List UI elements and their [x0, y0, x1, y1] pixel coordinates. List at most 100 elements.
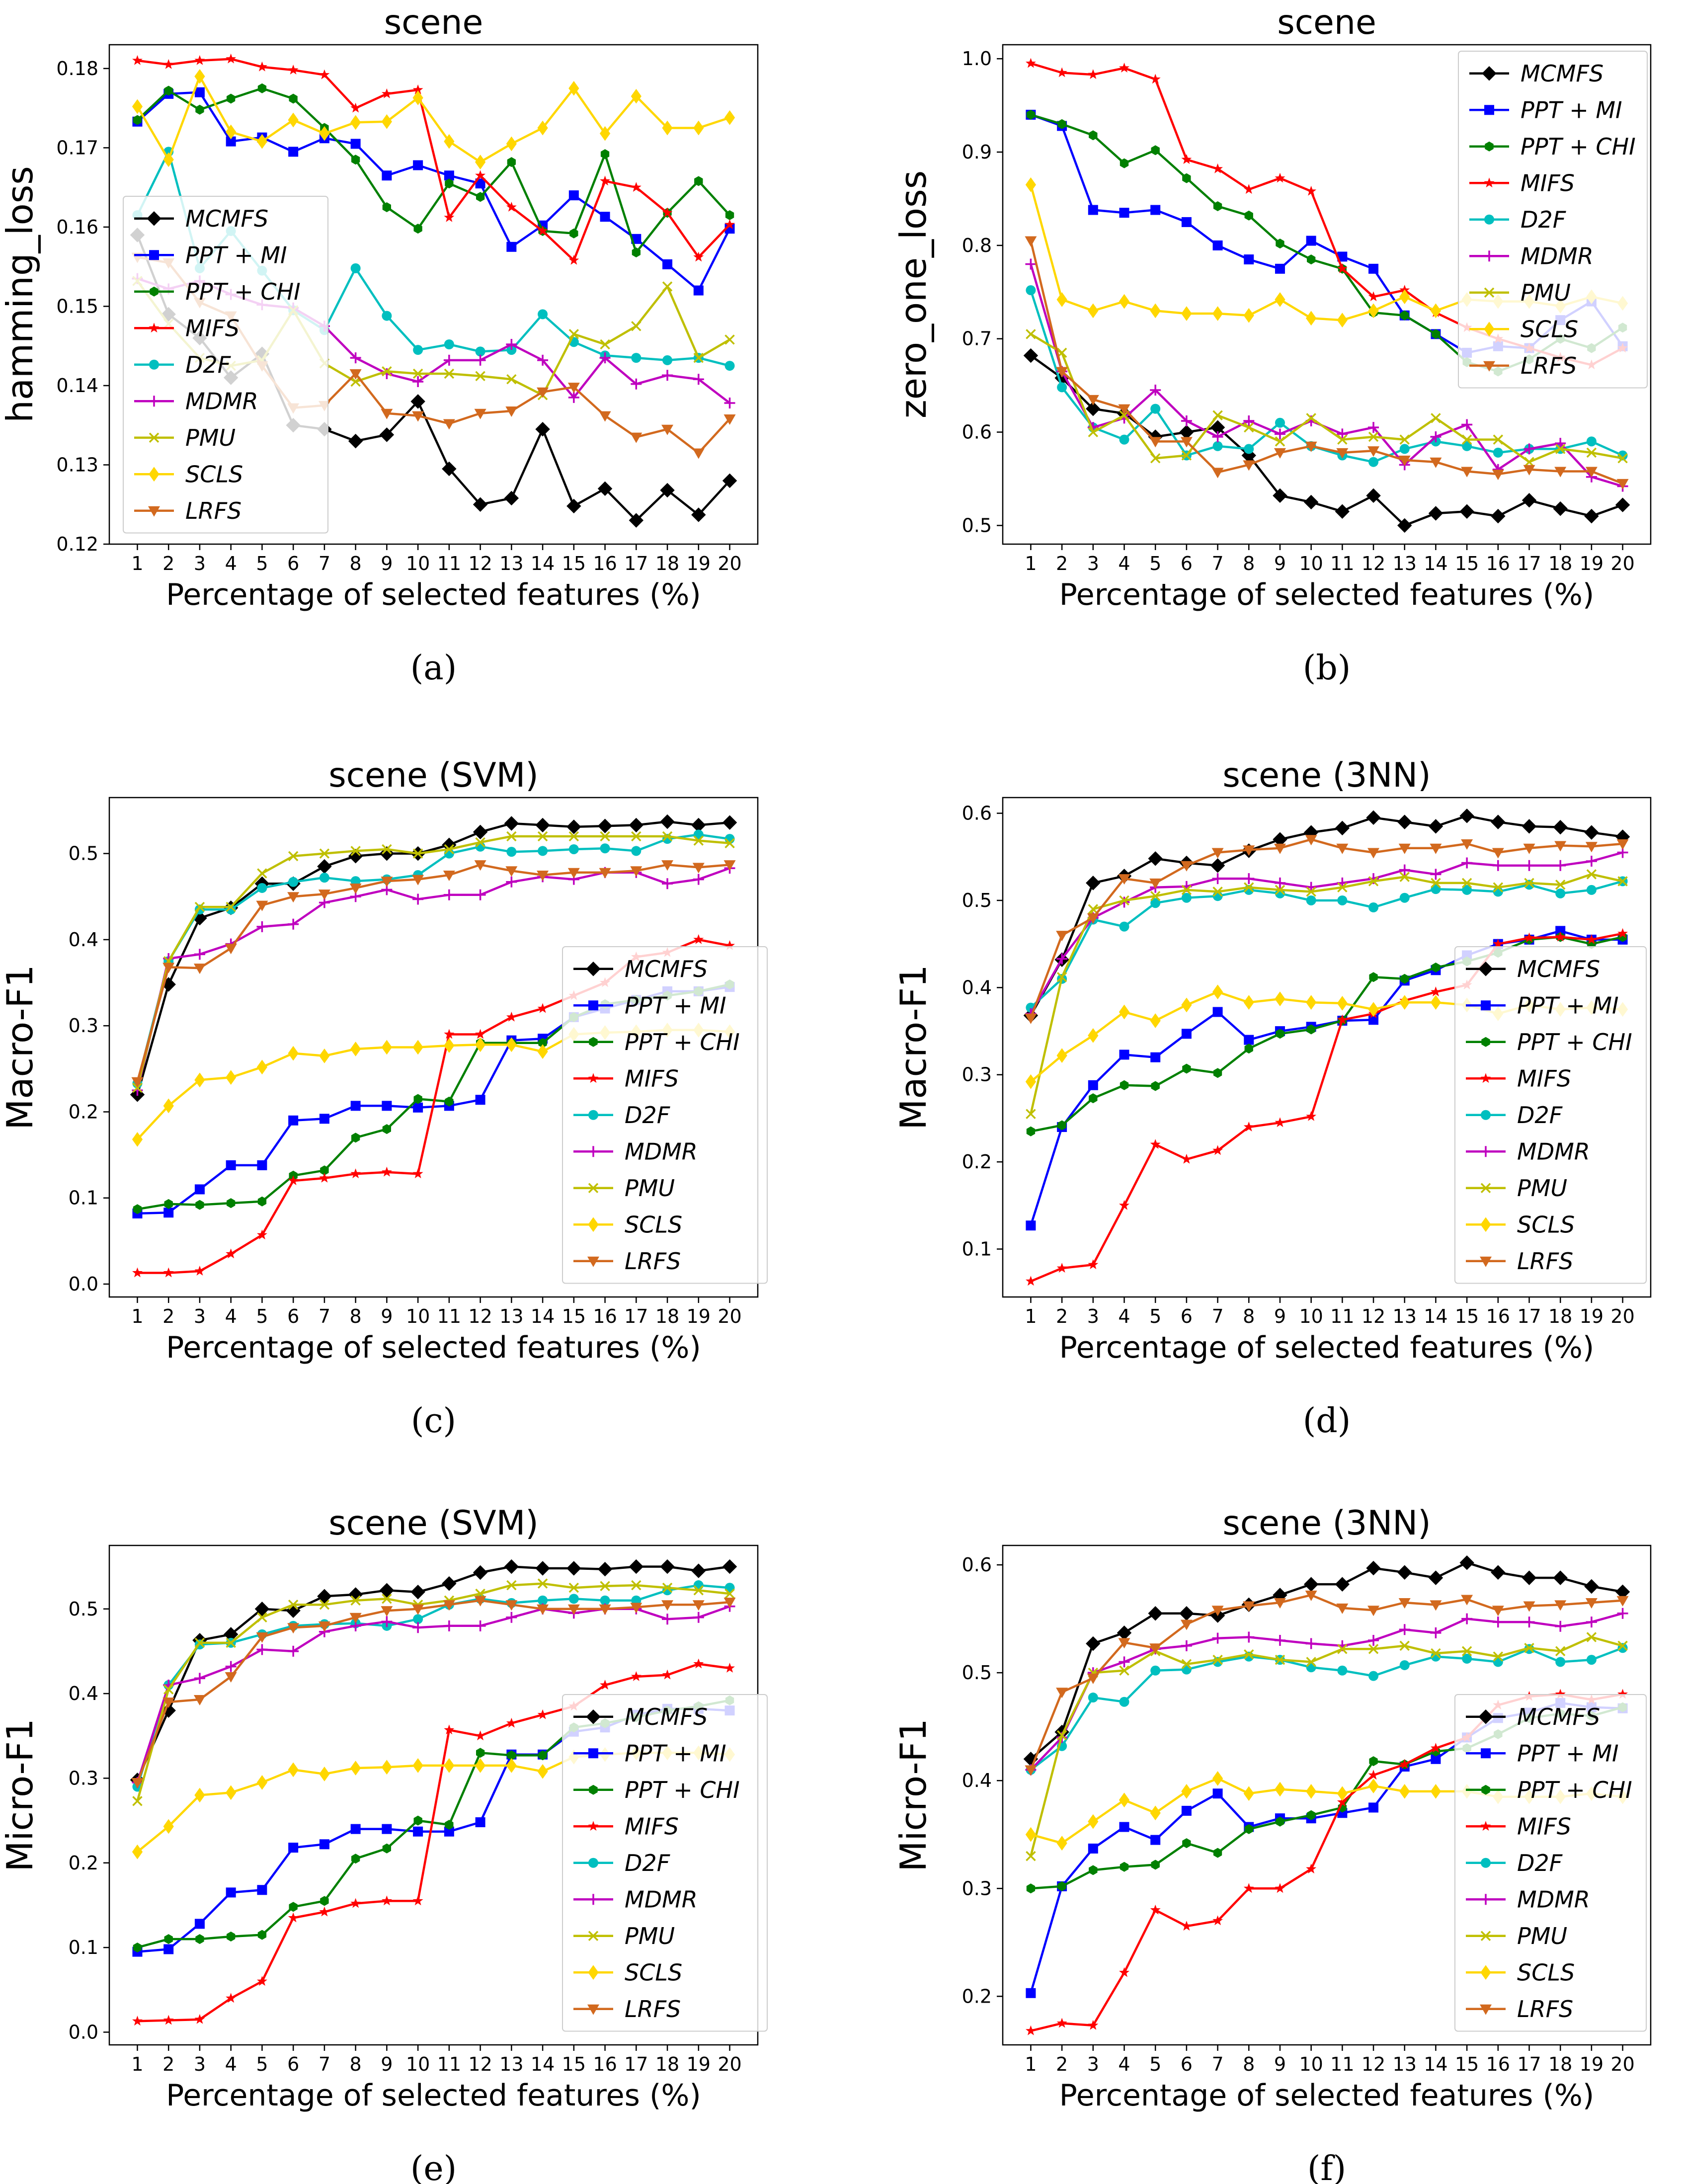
point-mcmfs-20	[722, 815, 737, 830]
legend-entry-d2f: D2F	[134, 351, 231, 378]
point-lrfs-1	[1025, 236, 1037, 247]
x-tick-label: 16	[1486, 2053, 1510, 2075]
point-ppt-chi-8	[351, 1132, 360, 1143]
point-lrfs-6	[287, 892, 300, 903]
legend-entry-ppt-chi: PPT + CHI	[1469, 133, 1636, 160]
point-scls-10	[412, 1040, 423, 1055]
y-tick-label: 0.17	[56, 137, 98, 159]
point-ppt-chi-20	[725, 210, 734, 220]
point-scls-7	[319, 126, 330, 141]
point-mifs-4	[1119, 1200, 1129, 1210]
point-d2f-16	[1493, 1657, 1503, 1667]
point-scls-10	[412, 90, 423, 105]
series-lrfs	[1025, 835, 1629, 1024]
point-mdmr-9	[1274, 1635, 1285, 1646]
point-legend-scls-1	[149, 467, 160, 482]
legend-label: PPT + CHI	[625, 1029, 740, 1055]
point-lrfs-13	[1398, 1598, 1411, 1609]
x-tick-label: 20	[718, 553, 741, 574]
point-ppt-mi-13	[506, 242, 517, 252]
point-ppt-mi-1	[1026, 1220, 1036, 1231]
point-scls-14	[1430, 303, 1442, 319]
point-mifs-1	[1026, 58, 1036, 68]
point-ppt-mi-7	[319, 1839, 329, 1850]
point-legend-d2f-1	[588, 1110, 598, 1120]
point-lrfs-4	[1118, 1638, 1130, 1649]
point-mcmfs-15	[566, 1561, 581, 1576]
point-mcmfs-17	[1522, 493, 1537, 508]
point-ppt-mi-2	[163, 1208, 174, 1218]
point-mcmfs-3	[1086, 401, 1101, 416]
point-lrfs-7	[318, 1621, 330, 1632]
point-pmu-20	[1617, 453, 1628, 464]
point-mifs-5	[257, 1229, 267, 1240]
point-d2f-16	[600, 1595, 610, 1606]
y-tick-label: 0.3	[69, 1767, 98, 1789]
point-mcmfs-12	[1366, 1560, 1381, 1576]
point-mdmr-6	[288, 918, 299, 930]
x-tick-label: 1	[1025, 2053, 1037, 2075]
y-axis-ticks: 0.12 0.13 0.14 0.15 0.16 0.17 0.18	[56, 58, 109, 555]
point-pmu-13	[1399, 872, 1410, 882]
point-legend-lrfs-1	[1483, 361, 1495, 372]
legend-entry-mdmr: MDMR	[573, 1886, 698, 1913]
point-legend-pmu-1	[588, 1183, 599, 1193]
x-tick-label: 4	[1118, 1305, 1130, 1327]
point-ppt-chi-9	[382, 202, 391, 212]
point-d2f-15	[568, 1594, 579, 1604]
x-tick-label: 3	[1087, 1305, 1099, 1327]
point-mcmfs-18	[660, 814, 675, 829]
x-tick-label: 7	[1211, 553, 1223, 574]
point-lrfs-5	[1149, 437, 1162, 448]
legend-entry-mifs: MIFS	[134, 315, 240, 341]
point-lrfs-17	[630, 866, 642, 877]
legend-label: D2F	[625, 1850, 670, 1876]
point-scls-6	[288, 1046, 299, 1061]
point-lrfs-11	[1336, 843, 1349, 854]
point-pmu-9	[1275, 885, 1285, 895]
panel-caption: (e)	[410, 2149, 457, 2184]
legend-label: SCLS	[1517, 1211, 1575, 1238]
point-ppt-chi-14	[1431, 963, 1441, 972]
panel-caption: (f)	[1307, 2149, 1346, 2184]
legend-entry-mcmfs: MCMFS	[573, 1703, 708, 1730]
legend-label: MCMFS	[1521, 60, 1603, 87]
point-mcmfs-11	[1335, 820, 1350, 836]
legend-entry-lrfs: LRFS	[1466, 1248, 1573, 1275]
point-mifs-8	[350, 1168, 361, 1179]
point-mifs-8	[1243, 1122, 1254, 1132]
chart-title: scene	[384, 3, 483, 42]
point-ppt-chi-1	[133, 115, 142, 125]
point-legend-ppt-chi-1	[1481, 1037, 1490, 1047]
point-ppt-mi-11	[444, 1826, 454, 1837]
x-tick-label: 6	[287, 2053, 299, 2075]
point-scls-14	[537, 1764, 548, 1779]
point-d2f-8	[1244, 1651, 1254, 1662]
point-lrfs-2	[1056, 931, 1068, 942]
point-ppt-mi-2	[163, 1944, 174, 1954]
point-mifs-20	[724, 1663, 735, 1673]
y-tick-label: 0.5	[69, 1598, 98, 1620]
point-lrfs-16	[1492, 1606, 1504, 1617]
point-lrfs-13	[1398, 455, 1411, 466]
point-legend-lrfs-1	[1480, 1256, 1492, 1267]
point-d2f-15	[1462, 885, 1472, 895]
plot-frame	[108, 44, 759, 545]
x-axis-label: Percentage of selected features (%)	[1059, 2078, 1595, 2113]
y-tick-label: 0.16	[56, 216, 98, 238]
point-lrfs-11	[443, 870, 455, 881]
point-mdmr-6	[1181, 415, 1192, 427]
legend-label: D2F	[1521, 206, 1566, 233]
legend: MCMFS PPT + MI PPT + CHI MIFS D2F MDMR PMU SCLS…	[1454, 946, 1647, 1284]
point-pmu-7	[1212, 1654, 1223, 1665]
point-pmu-2	[1056, 972, 1067, 982]
x-tick-label: 15	[1455, 2053, 1479, 2075]
point-mcmfs-16	[1491, 814, 1506, 829]
point-pmu-16	[1493, 434, 1504, 445]
legend-label: LRFS	[185, 497, 241, 524]
point-mdmr-19	[693, 1612, 704, 1623]
point-legend-scls-1	[1484, 322, 1495, 337]
point-pmu-6	[288, 851, 299, 862]
point-pmu-1	[132, 1082, 143, 1093]
point-ppt-mi-4	[226, 1887, 236, 1898]
